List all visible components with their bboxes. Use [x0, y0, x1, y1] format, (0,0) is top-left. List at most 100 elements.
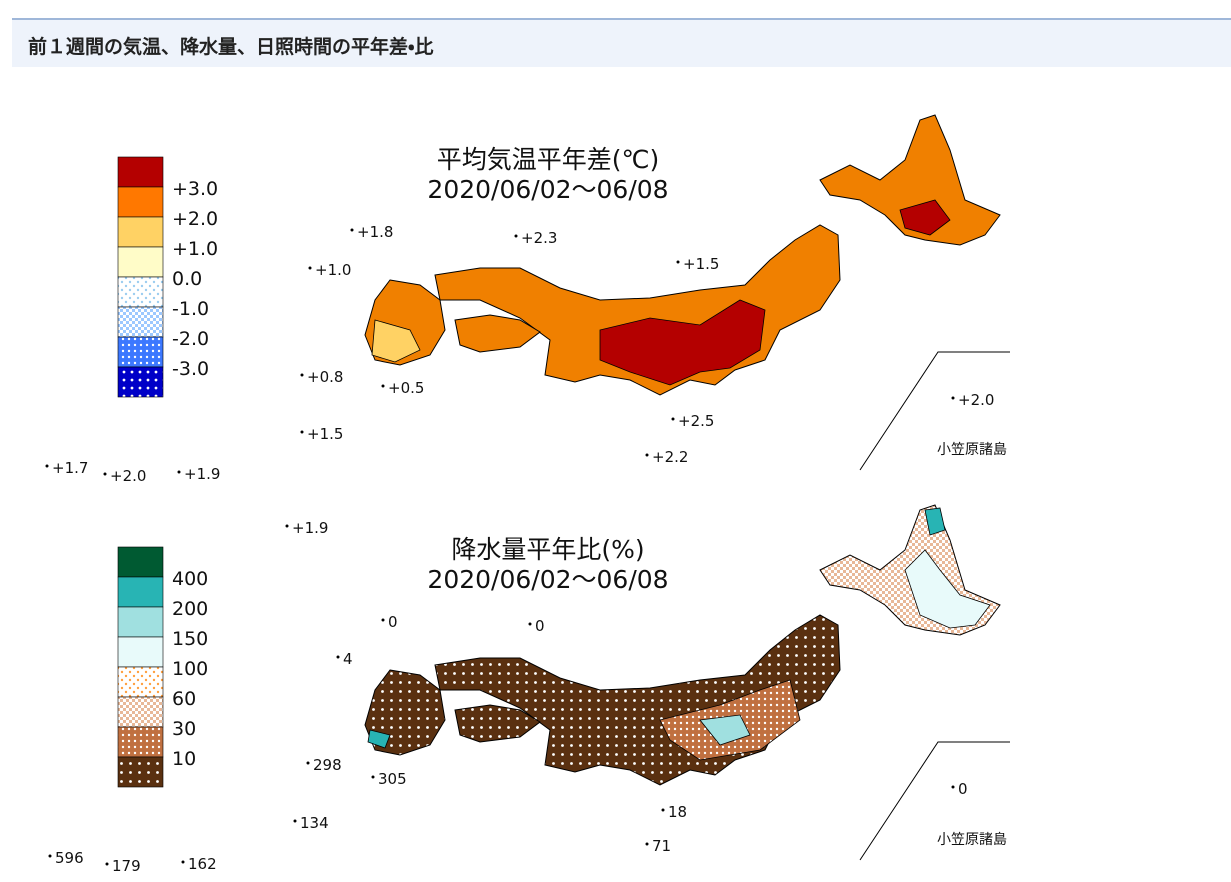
station-dot	[671, 417, 675, 421]
legend-swatch	[117, 276, 164, 308]
legend-swatch	[117, 366, 164, 398]
contour-region	[899, 199, 951, 236]
station-label: +1.9	[292, 519, 328, 537]
station-label: 179	[112, 857, 141, 875]
station-label: +1.5	[683, 255, 719, 273]
legend-swatch	[117, 696, 164, 728]
station-dot	[336, 655, 340, 659]
station-label: 18	[668, 803, 687, 821]
legend-swatch	[117, 156, 164, 188]
legend-swatch	[117, 336, 164, 368]
section-header: 前１週間の気温、降水量、日照時間の平年差・比	[12, 18, 1231, 67]
station-label: +2.2	[652, 448, 688, 466]
station-label: 134	[300, 814, 329, 832]
station-label: 0	[535, 617, 545, 635]
station-dot	[105, 862, 109, 866]
station-dot	[645, 842, 649, 846]
map-panel: 平均気温平年差(℃)2020/06/02～06/08 +3.0 +2.0 +1.0 0.…	[45, 114, 1010, 537]
island	[454, 704, 541, 743]
legend-label: +3.0	[172, 178, 218, 200]
station-dot	[181, 860, 185, 864]
station-dot	[300, 373, 304, 377]
contour-region	[367, 729, 391, 749]
legend-swatch	[117, 666, 164, 698]
station-dot	[306, 761, 310, 765]
station-dot	[381, 384, 385, 388]
legend-label: 60	[172, 688, 196, 710]
contour-region	[924, 507, 946, 536]
station-label: +1.8	[357, 223, 393, 241]
station-dot	[645, 453, 649, 457]
legend-swatch	[117, 756, 164, 788]
station-label: +1.0	[315, 261, 351, 279]
station-label: +0.8	[307, 368, 343, 386]
station-dot	[951, 785, 955, 789]
legend-label: 30	[172, 718, 196, 740]
station-dot	[103, 472, 107, 476]
legend-label: 0.0	[172, 268, 202, 290]
station-label: +2.0	[958, 391, 994, 409]
station-dot	[177, 470, 181, 474]
station-label: +1.5	[307, 425, 343, 443]
station-dot	[528, 622, 532, 626]
legend-label: +2.0	[172, 208, 218, 230]
map-title: 降水量平年比(%)	[451, 535, 644, 564]
inset-label: 小笠原諸島	[937, 442, 1007, 458]
map-period: 2020/06/02～06/08	[427, 175, 668, 204]
contour-region	[904, 549, 991, 629]
legend-label: -2.0	[172, 328, 209, 350]
legend-label: -3.0	[172, 358, 209, 380]
station-dot	[285, 524, 289, 528]
legend-label: 100	[172, 658, 208, 680]
map-panel: 降水量平年比(%)2020/06/02～06/08400200150100603…	[48, 504, 1010, 875]
station-label: 71	[652, 837, 671, 855]
station-dot	[381, 618, 385, 622]
station-label: +2.3	[521, 229, 557, 247]
station-label: +0.5	[388, 379, 424, 397]
section-title: 前１週間の気温、降水量、日照時間の平年差・比	[28, 36, 434, 58]
legend-swatch	[117, 216, 164, 248]
contour-region	[599, 299, 766, 386]
station-label: 0	[958, 780, 968, 798]
station-label: 298	[313, 756, 342, 774]
contour-region	[699, 714, 751, 746]
station-dot	[350, 228, 354, 232]
station-label: 305	[378, 770, 407, 788]
legend-swatch	[117, 306, 164, 338]
station-label: +1.9	[184, 465, 220, 483]
station-dot	[48, 854, 52, 858]
station-label: +2.5	[678, 412, 714, 430]
legend-label: -1.0	[172, 298, 209, 320]
station-label: 4	[343, 650, 353, 668]
legend-label: 200	[172, 598, 208, 620]
station-label: 162	[188, 855, 217, 873]
station-dot	[293, 819, 297, 823]
inset-frame	[859, 741, 1010, 861]
contour-region	[371, 319, 421, 363]
station-label: +2.0	[110, 467, 146, 485]
station-label: 0	[388, 613, 398, 631]
island	[454, 314, 541, 353]
legend-swatch	[117, 246, 164, 278]
legend-swatch	[117, 606, 164, 638]
station-label: 596	[55, 849, 84, 867]
legend-label: +1.0	[172, 238, 218, 260]
inset-frame	[859, 351, 1010, 471]
station-label: +1.7	[52, 459, 88, 477]
station-dot	[951, 396, 955, 400]
station-dot	[308, 266, 312, 270]
inset-label: 小笠原諸島	[937, 832, 1007, 848]
legend-swatch	[117, 576, 164, 608]
legend-swatch	[117, 726, 164, 758]
legend-swatch	[117, 546, 164, 578]
legend-label: 150	[172, 628, 208, 650]
legend-swatch	[117, 186, 164, 218]
map-period: 2020/06/02～06/08	[427, 565, 668, 594]
legend-swatch	[117, 636, 164, 668]
station-dot	[514, 234, 518, 238]
station-dot	[676, 260, 680, 264]
legend-label: 400	[172, 568, 208, 590]
island	[819, 114, 1001, 246]
